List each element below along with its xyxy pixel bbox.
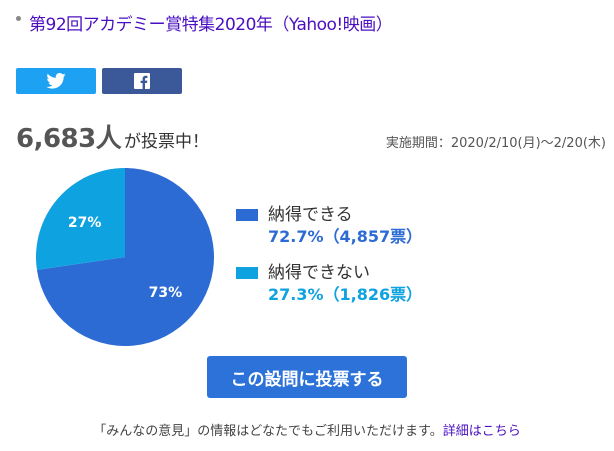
legend-item-disagree: 納得できない 27.3%（1,826票） <box>236 262 422 306</box>
topic-title[interactable]: 第92回アカデミー賞特集2020年（Yahoo!映画） <box>29 15 393 35</box>
vote-suffix: が投票中！ <box>124 132 209 152</box>
pie-slice-disagree <box>36 168 125 270</box>
twitter-share-button[interactable] <box>16 68 96 94</box>
result-pie-chart: 73% 27% <box>36 168 214 346</box>
topic-link[interactable]: 第92回アカデミー賞特集2020年（Yahoo!映画） <box>16 10 393 35</box>
pie-label-agree: 73% <box>149 285 183 301</box>
details-link[interactable]: 詳細はこちら <box>442 424 521 439</box>
voting-period: 実施期間：2020/2/10(月)〜2/20(木) <box>385 136 606 151</box>
legend-swatch-disagree <box>236 267 258 279</box>
legend-label-agree: 納得できる <box>268 205 353 225</box>
vote-summary: 6,683人 が投票中！ 実施期間：2020/2/10(月)〜2/20(木) <box>16 118 608 158</box>
chart-legend: 納得できる 72.7%（4,857票） 納得できない 27.3%（1,826票） <box>236 204 422 320</box>
pie-label-disagree: 27% <box>68 215 102 231</box>
vote-count: 6,683人 <box>16 124 122 154</box>
legend-label-disagree: 納得できない <box>268 263 370 283</box>
legend-value-agree: 72.7%（4,857票） <box>268 227 423 246</box>
legend-swatch-agree <box>236 209 258 221</box>
bullet-icon <box>16 16 21 21</box>
legend-value-disagree: 27.3%（1,826票） <box>268 285 423 304</box>
vote-button[interactable]: この設問に投票する <box>207 356 407 398</box>
footer-note: 「みんなの意見」の情報はどなたでもご利用いただけます。詳細はこちら <box>0 420 614 439</box>
pie-slice-agree <box>36 168 214 346</box>
facebook-share-button[interactable] <box>102 68 182 94</box>
share-buttons <box>16 68 182 94</box>
footer-text: 「みんなの意見」の情報はどなたでもご利用いただけます。 <box>93 424 443 439</box>
twitter-bird-icon <box>46 73 66 89</box>
legend-item-agree: 納得できる 72.7%（4,857票） <box>236 204 422 248</box>
facebook-f-icon <box>134 73 150 89</box>
